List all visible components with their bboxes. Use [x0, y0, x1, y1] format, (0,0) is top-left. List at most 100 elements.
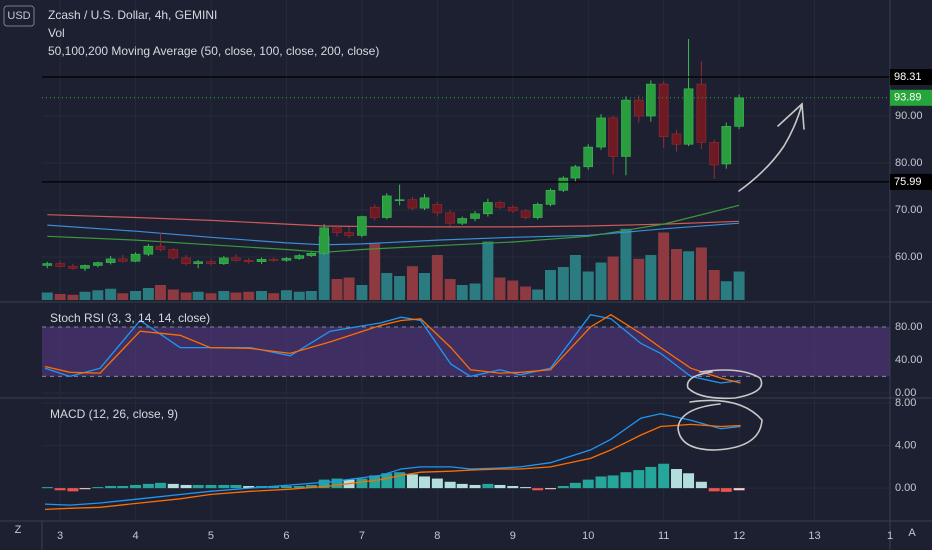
volume-bar: [520, 286, 532, 300]
x-tick-label: 1: [887, 530, 893, 542]
candle-body: [168, 249, 179, 259]
volume-bar: [54, 294, 66, 300]
volume-bar: [507, 280, 519, 300]
chart-title: Zcash / U.S. Dollar, 4h, GEMINI: [48, 8, 217, 22]
volume-bar: [544, 270, 556, 300]
macd-title: MACD (12, 26, close, 9): [50, 407, 178, 421]
candle-body: [42, 263, 53, 266]
hand-drawn-arrow: [738, 103, 803, 192]
volume-bar: [154, 285, 166, 300]
volume-bar: [456, 285, 468, 300]
x-tick-label: 11: [658, 530, 669, 542]
macd-histogram-bar: [544, 488, 556, 490]
macd-histogram-bar: [218, 484, 230, 489]
macd-histogram-bar: [192, 484, 204, 489]
y-tick-label: 40.00: [895, 354, 923, 366]
level-label: 75.99: [894, 176, 922, 188]
volume-bar: [645, 255, 657, 300]
y-tick-label: 70.00: [895, 204, 923, 216]
macd-histogram-bar: [369, 475, 381, 489]
macd-histogram-bar: [142, 483, 154, 489]
y-tick-label: 90.00: [895, 110, 923, 122]
volume-bar: [41, 292, 53, 300]
macd-histogram-bar: [695, 481, 707, 489]
candle-body: [155, 245, 166, 250]
candle-body: [143, 245, 154, 255]
x-tick-label: 13: [808, 530, 820, 542]
x-tick-label: 8: [434, 530, 440, 542]
candle-body: [483, 202, 493, 215]
macd-histogram-bar: [180, 484, 192, 489]
macd-histogram-bar: [394, 472, 406, 489]
candle-body: [93, 262, 103, 266]
volume-bar: [733, 271, 745, 300]
volume-bar: [720, 281, 732, 300]
volume-bar: [117, 293, 129, 300]
candle-body: [319, 227, 329, 254]
candle-body: [344, 232, 354, 236]
macd-histogram-bar: [569, 482, 581, 489]
volume-bar: [595, 262, 607, 300]
macd-histogram-bar: [268, 486, 280, 489]
volume-bar: [180, 292, 192, 300]
candle-body: [306, 252, 317, 256]
macd-histogram-bar: [79, 488, 91, 490]
macd-histogram-bar: [431, 478, 443, 489]
macd-histogram-bar: [708, 488, 720, 492]
candle-body: [193, 261, 203, 264]
candle-body: [80, 265, 90, 269]
volume-bar: [658, 232, 670, 300]
volume-bar: [67, 294, 79, 300]
volume-bar: [582, 271, 594, 300]
volume-bar: [670, 249, 682, 300]
macd-histogram-bar: [532, 488, 544, 491]
volume-bar: [280, 290, 292, 300]
volume-bar: [607, 256, 619, 300]
hand-drawn-circle: [677, 399, 763, 451]
volume-bar: [205, 293, 217, 300]
x-tick-label: 4: [132, 530, 138, 542]
candle-body: [268, 259, 279, 261]
volume-bar: [633, 258, 645, 300]
macd-histogram-bar: [469, 484, 481, 489]
macd-histogram-bar: [205, 484, 217, 489]
macd-histogram-bar: [419, 476, 431, 489]
macd-histogram-bar: [117, 486, 129, 489]
macd-histogram-bar: [595, 476, 607, 489]
left-corner-label[interactable]: Z: [15, 524, 22, 536]
marks: [41, 38, 890, 511]
volume-bar: [557, 267, 569, 300]
candle-body: [181, 257, 191, 264]
y-tick-label: 0.00: [895, 482, 916, 494]
candle-body: [231, 257, 241, 261]
hand-drawn-arrowhead: [777, 102, 805, 130]
macd-histogram-bar: [406, 474, 418, 489]
macd-histogram-bar: [658, 463, 670, 489]
macd-histogram-bar: [444, 481, 456, 489]
candle-body: [68, 266, 78, 269]
auto-scale-button[interactable]: A: [908, 527, 916, 539]
moving-average-line: [47, 204, 740, 253]
y-tick-label: 0.00: [895, 387, 916, 399]
currency-badge[interactable]: [3, 5, 35, 27]
candle-body: [570, 166, 581, 179]
ma-legend: 50,100,200 Moving Average (50, close, 10…: [48, 44, 379, 58]
stoch-band: [42, 327, 890, 377]
macd-histogram-bar: [482, 483, 494, 489]
volume-bar: [695, 247, 707, 300]
candle-body: [432, 204, 443, 214]
currency-label[interactable]: USD: [7, 10, 30, 22]
candle-body: [545, 189, 556, 205]
macd-histogram-bar: [670, 469, 682, 489]
volume-bar: [142, 288, 154, 300]
candle-body: [281, 258, 292, 261]
volume-legend: Vol: [48, 26, 65, 40]
macd-histogram-bar: [230, 484, 242, 489]
candle-body: [633, 99, 644, 117]
x-tick-label: 6: [283, 530, 289, 542]
candle-body: [696, 83, 707, 143]
macd-histogram-bar: [54, 488, 66, 491]
macd-line: [44, 423, 741, 511]
macd-histogram-bar: [607, 475, 619, 489]
